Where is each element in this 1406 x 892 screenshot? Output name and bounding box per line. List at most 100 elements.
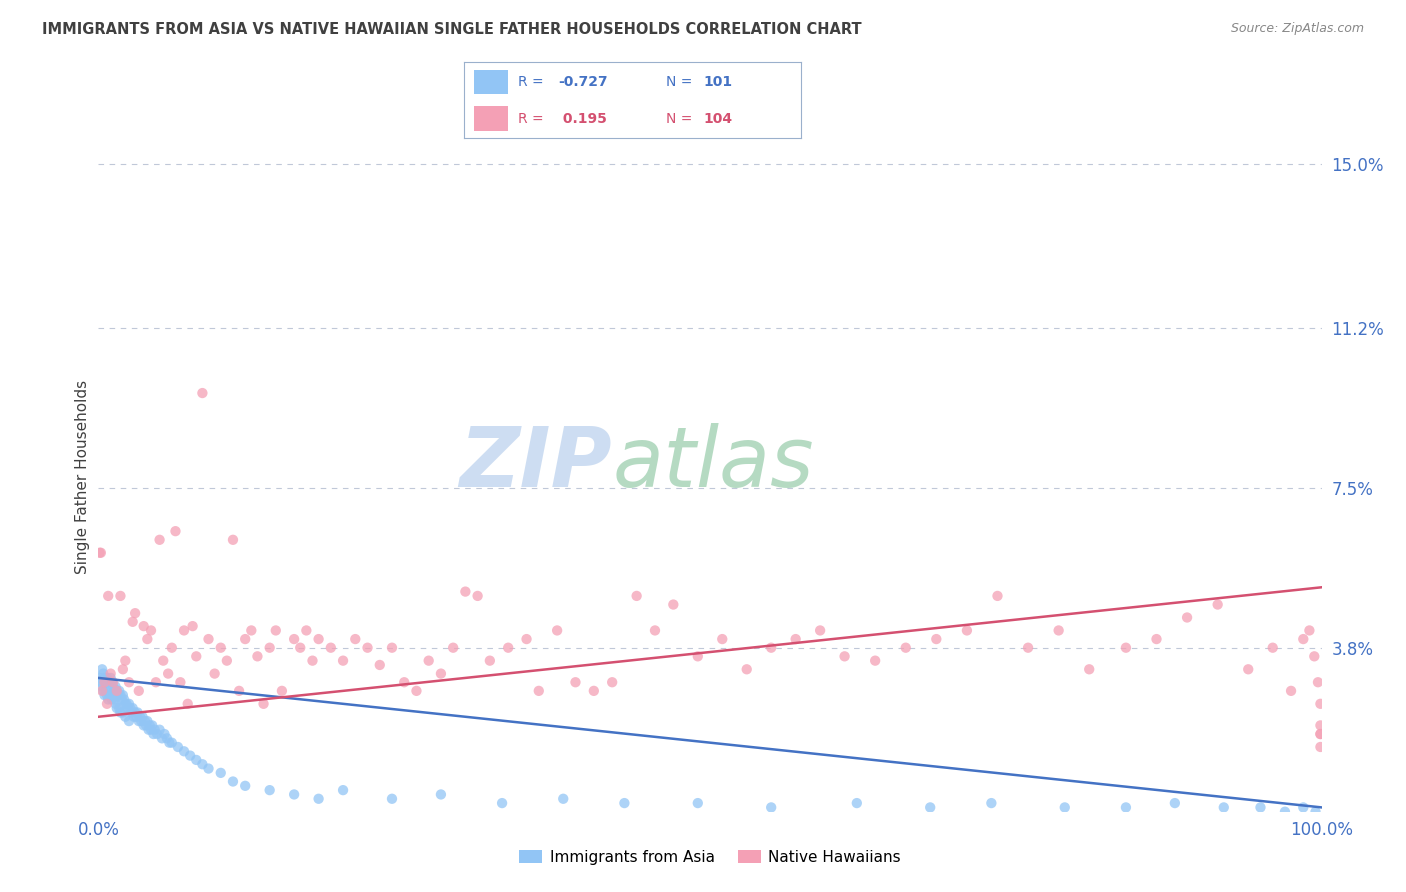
Point <box>808 624 831 638</box>
Point <box>104 697 127 711</box>
Text: 104: 104 <box>703 112 733 126</box>
Point <box>834 649 856 664</box>
Point <box>157 666 180 681</box>
Point <box>1261 640 1284 655</box>
Point <box>93 671 115 685</box>
Point <box>173 744 195 758</box>
Point <box>430 788 453 802</box>
Point <box>156 731 179 746</box>
Point <box>121 615 143 629</box>
Point <box>1292 800 1315 814</box>
Text: IMMIGRANTS FROM ASIA VS NATIVE HAWAIIAN SINGLE FATHER HOUSEHOLDS CORRELATION CHA: IMMIGRANTS FROM ASIA VS NATIVE HAWAIIAN … <box>42 22 862 37</box>
Point <box>264 624 287 638</box>
Point <box>114 654 136 668</box>
Point <box>644 624 666 638</box>
Point <box>1309 739 1331 754</box>
Point <box>115 697 138 711</box>
Point <box>91 684 114 698</box>
Point <box>179 748 201 763</box>
Point <box>100 666 122 681</box>
Point <box>1146 632 1168 646</box>
Point <box>91 684 114 698</box>
Point <box>186 753 208 767</box>
Point <box>118 675 141 690</box>
Point <box>139 718 162 732</box>
Point <box>100 688 122 702</box>
Point <box>1047 624 1070 638</box>
Text: R =: R = <box>517 75 548 89</box>
Point <box>101 675 124 690</box>
Point <box>117 701 139 715</box>
Point <box>496 640 519 655</box>
Point <box>94 684 117 698</box>
Point <box>368 657 391 672</box>
Point <box>441 640 464 655</box>
Point <box>110 589 132 603</box>
Point <box>1305 805 1327 819</box>
Point <box>167 739 190 754</box>
Point <box>233 632 256 646</box>
Point <box>138 723 160 737</box>
Point <box>96 688 118 702</box>
Point <box>146 727 169 741</box>
Point <box>121 701 143 715</box>
Point <box>96 671 118 685</box>
Point <box>177 697 200 711</box>
Point <box>204 666 226 681</box>
Point <box>478 654 501 668</box>
Point <box>150 731 173 746</box>
Point <box>1303 649 1326 664</box>
Point <box>101 675 124 690</box>
Point <box>128 684 150 698</box>
Point <box>181 619 204 633</box>
Point <box>564 675 586 690</box>
Point <box>1309 727 1331 741</box>
Point <box>132 619 155 633</box>
Point <box>129 710 152 724</box>
Text: R =: R = <box>517 112 548 126</box>
Point <box>233 779 256 793</box>
Point <box>1175 610 1198 624</box>
Point <box>114 710 136 724</box>
Point <box>143 723 166 737</box>
Point <box>319 640 342 655</box>
Point <box>103 684 125 698</box>
Point <box>209 640 232 655</box>
Point <box>845 796 868 810</box>
Point <box>259 640 281 655</box>
Point <box>283 788 305 802</box>
Point <box>120 706 142 720</box>
Point <box>308 791 330 805</box>
Point <box>97 589 120 603</box>
Point <box>1164 796 1187 810</box>
Point <box>96 697 118 711</box>
Point <box>600 675 623 690</box>
Point <box>381 640 404 655</box>
Point <box>553 791 575 805</box>
Point <box>527 684 550 698</box>
Point <box>215 654 238 668</box>
Point <box>785 632 807 646</box>
Text: 101: 101 <box>703 75 733 89</box>
Point <box>110 688 132 702</box>
Point <box>104 680 127 694</box>
Point <box>344 632 367 646</box>
Point <box>125 710 148 724</box>
Text: N =: N = <box>666 112 697 126</box>
Point <box>139 723 162 737</box>
Point <box>114 697 136 711</box>
Point <box>613 796 636 810</box>
Point <box>209 765 232 780</box>
Point <box>381 791 404 805</box>
Point <box>110 706 132 720</box>
Point <box>108 684 131 698</box>
Text: N =: N = <box>666 75 697 89</box>
Point <box>101 688 124 702</box>
Point <box>169 675 191 690</box>
Point <box>136 714 159 728</box>
Point <box>111 706 134 720</box>
Point <box>97 675 120 690</box>
Text: 0.195: 0.195 <box>558 112 607 126</box>
Point <box>89 546 111 560</box>
Point <box>956 624 979 638</box>
